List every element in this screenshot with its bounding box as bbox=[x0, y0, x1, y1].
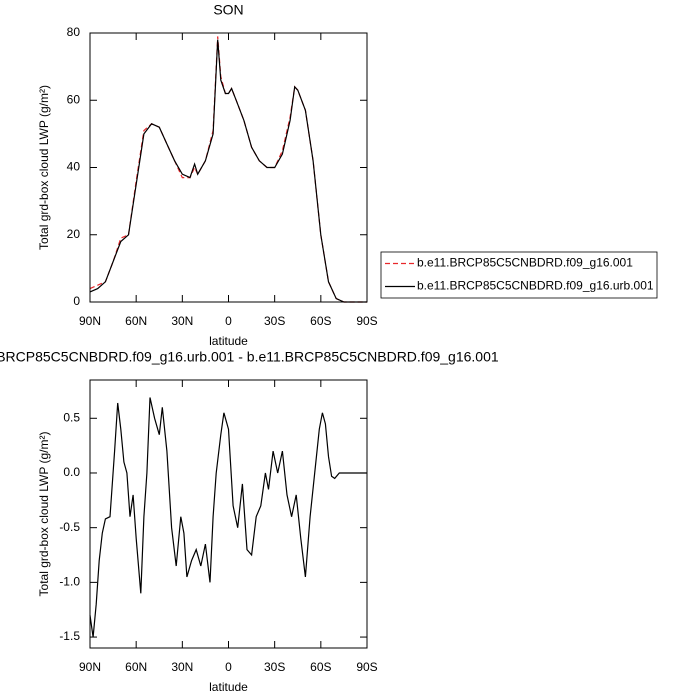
x-tick-label: 0 bbox=[225, 314, 232, 328]
x-tick-label: 30S bbox=[264, 660, 285, 674]
y-tick-label: 40 bbox=[67, 160, 81, 174]
x-tick-label: 90N bbox=[79, 314, 101, 328]
y-tick-label: -0.5 bbox=[59, 520, 80, 534]
y-tick-label: 20 bbox=[67, 227, 81, 241]
y-tick-label: -1.5 bbox=[59, 629, 80, 643]
x-axis-label: latitude bbox=[209, 334, 248, 348]
y-axis-label: Total grd-box cloud LWP (g/m²) bbox=[37, 432, 51, 597]
x-tick-label: 60N bbox=[125, 660, 147, 674]
x-tick-label: 60S bbox=[310, 314, 331, 328]
x-axis-label: latitude bbox=[209, 680, 248, 694]
x-tick-label: 90S bbox=[356, 660, 377, 674]
legend-box bbox=[380, 251, 658, 299]
chart-title: SON bbox=[213, 2, 243, 18]
x-tick-label: 90S bbox=[356, 314, 377, 328]
x-tick-label: 30N bbox=[171, 660, 193, 674]
y-tick-label: 60 bbox=[67, 92, 81, 106]
y-tick-label: 80 bbox=[67, 25, 81, 39]
y-axis-label: Total grd-box cloud LWP (g/m²) bbox=[37, 85, 51, 250]
data-line bbox=[89, 397, 367, 638]
y-tick-label: 0.0 bbox=[63, 465, 80, 479]
y-tick-label: 0.5 bbox=[63, 410, 80, 424]
plot-frame bbox=[89, 32, 368, 303]
y-tick-label: 0 bbox=[73, 294, 80, 308]
data-line bbox=[89, 39, 367, 303]
x-tick-label: 60S bbox=[310, 660, 331, 674]
legend-label: b.e11.BRCP85C5CNBDRD.f09_g16.urb.001 bbox=[417, 279, 654, 293]
x-tick-label: 60N bbox=[125, 314, 147, 328]
x-tick-label: 30S bbox=[264, 314, 285, 328]
x-tick-label: 30N bbox=[171, 314, 193, 328]
y-tick-label: -1.0 bbox=[59, 575, 80, 589]
chart-title: b.e11.BRCP85C5CNBDRD.f09_g16.urb.001 - b… bbox=[0, 349, 499, 365]
x-tick-label: 90N bbox=[79, 660, 101, 674]
x-tick-label: 0 bbox=[225, 660, 232, 674]
plot-frame bbox=[89, 379, 368, 649]
legend-label: b.e11.BRCP85C5CNBDRD.f09_g16.001 bbox=[417, 256, 633, 270]
